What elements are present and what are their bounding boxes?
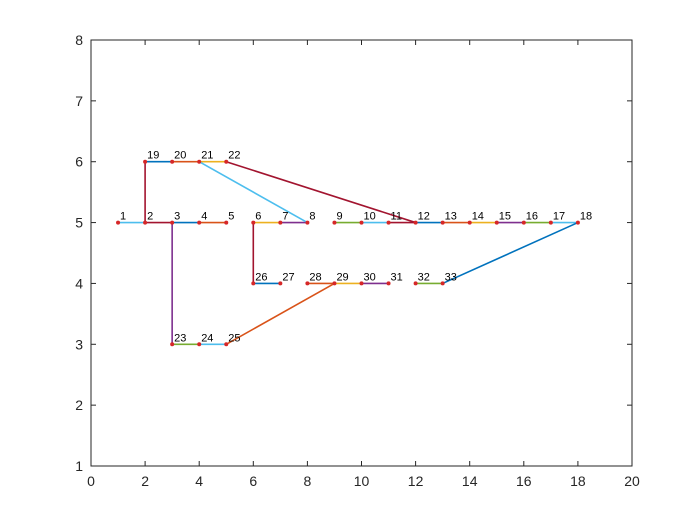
node-8 xyxy=(305,220,310,225)
node-7 xyxy=(278,220,283,225)
x-tick-label-14: 14 xyxy=(462,473,478,489)
node-6 xyxy=(251,220,256,225)
node-33 xyxy=(440,281,445,286)
node-label-13: 13 xyxy=(445,211,457,223)
x-tick-label-10: 10 xyxy=(354,473,370,489)
node-label-18: 18 xyxy=(580,211,592,223)
y-tick-label-5: 5 xyxy=(75,215,83,231)
node-label-31: 31 xyxy=(391,271,403,283)
node-label-33: 33 xyxy=(445,271,457,283)
node-18 xyxy=(575,220,580,225)
node-12 xyxy=(413,220,418,225)
edge-22-12 xyxy=(225,160,417,224)
x-tick-label-16: 16 xyxy=(516,473,532,489)
node-2 xyxy=(143,220,148,225)
node-label-5: 5 xyxy=(228,211,234,223)
node-label-22: 22 xyxy=(228,150,240,162)
node-3 xyxy=(170,220,175,225)
node-label-25: 25 xyxy=(228,332,240,344)
node-label-2: 2 xyxy=(147,211,153,223)
node-17 xyxy=(548,220,553,225)
node-label-10: 10 xyxy=(364,211,376,223)
node-22 xyxy=(224,159,229,164)
x-tick-label-12: 12 xyxy=(408,473,424,489)
node-label-3: 3 xyxy=(174,211,180,223)
x-tick-label-4: 4 xyxy=(195,473,203,489)
edge-33-18 xyxy=(441,221,579,285)
node-30 xyxy=(359,281,364,286)
y-tick-label-1: 1 xyxy=(75,458,83,474)
node-label-20: 20 xyxy=(174,150,186,162)
node-31 xyxy=(386,281,391,286)
node-label-1: 1 xyxy=(120,211,126,223)
x-tick-label-20: 20 xyxy=(624,473,640,489)
node-label-24: 24 xyxy=(201,332,213,344)
node-5 xyxy=(224,220,229,225)
node-27 xyxy=(278,281,283,286)
y-tick-label-4: 4 xyxy=(75,275,83,291)
node-9 xyxy=(332,220,337,225)
node-label-27: 27 xyxy=(282,271,294,283)
node-label-19: 19 xyxy=(147,150,159,162)
edge-21-8 xyxy=(198,160,309,224)
node-label-17: 17 xyxy=(553,211,565,223)
x-tick-label-18: 18 xyxy=(570,473,586,489)
node-label-4: 4 xyxy=(201,211,207,223)
node-label-7: 7 xyxy=(282,211,288,223)
node-25 xyxy=(224,342,229,347)
node-29 xyxy=(332,281,337,286)
node-label-12: 12 xyxy=(418,211,430,223)
x-tick-label-0: 0 xyxy=(87,473,95,489)
y-tick-label-3: 3 xyxy=(75,336,83,352)
y-tick-label-7: 7 xyxy=(75,93,83,109)
node-23 xyxy=(170,342,175,347)
node-label-28: 28 xyxy=(309,271,321,283)
y-tick-label-2: 2 xyxy=(75,397,83,413)
node-label-15: 15 xyxy=(499,211,511,223)
node-21 xyxy=(197,159,202,164)
node-14 xyxy=(467,220,472,225)
node-4 xyxy=(197,220,202,225)
node-label-11: 11 xyxy=(391,211,402,223)
x-tick-label-6: 6 xyxy=(249,473,257,489)
node-19 xyxy=(143,159,148,164)
x-tick-label-2: 2 xyxy=(141,473,149,489)
node-label-21: 21 xyxy=(201,150,213,162)
node-label-32: 32 xyxy=(418,271,430,283)
x-tick-label-8: 8 xyxy=(304,473,312,489)
node-28 xyxy=(305,281,310,286)
node-label-16: 16 xyxy=(526,211,538,223)
y-tick-label-6: 6 xyxy=(75,154,83,170)
node-label-29: 29 xyxy=(336,271,348,283)
node-13 xyxy=(440,220,445,225)
node-15 xyxy=(494,220,499,225)
node-label-23: 23 xyxy=(174,332,186,344)
node-24 xyxy=(197,342,202,347)
node-label-6: 6 xyxy=(255,211,261,223)
edges-layer xyxy=(117,160,579,346)
node-1 xyxy=(116,220,121,225)
node-label-9: 9 xyxy=(336,211,342,223)
axes-background xyxy=(91,40,632,466)
node-20 xyxy=(170,159,175,164)
node-label-30: 30 xyxy=(364,271,376,283)
node-label-26: 26 xyxy=(255,271,267,283)
node-10 xyxy=(359,220,364,225)
nodes-layer xyxy=(116,159,580,347)
node-label-8: 8 xyxy=(309,211,315,223)
node-26 xyxy=(251,281,256,286)
y-tick-label-8: 8 xyxy=(75,32,83,48)
node-16 xyxy=(521,220,526,225)
edge-25-29 xyxy=(225,282,336,346)
node-11 xyxy=(386,220,391,225)
axes-box xyxy=(90,39,633,467)
node-label-14: 14 xyxy=(472,211,484,223)
node-32 xyxy=(413,281,418,286)
